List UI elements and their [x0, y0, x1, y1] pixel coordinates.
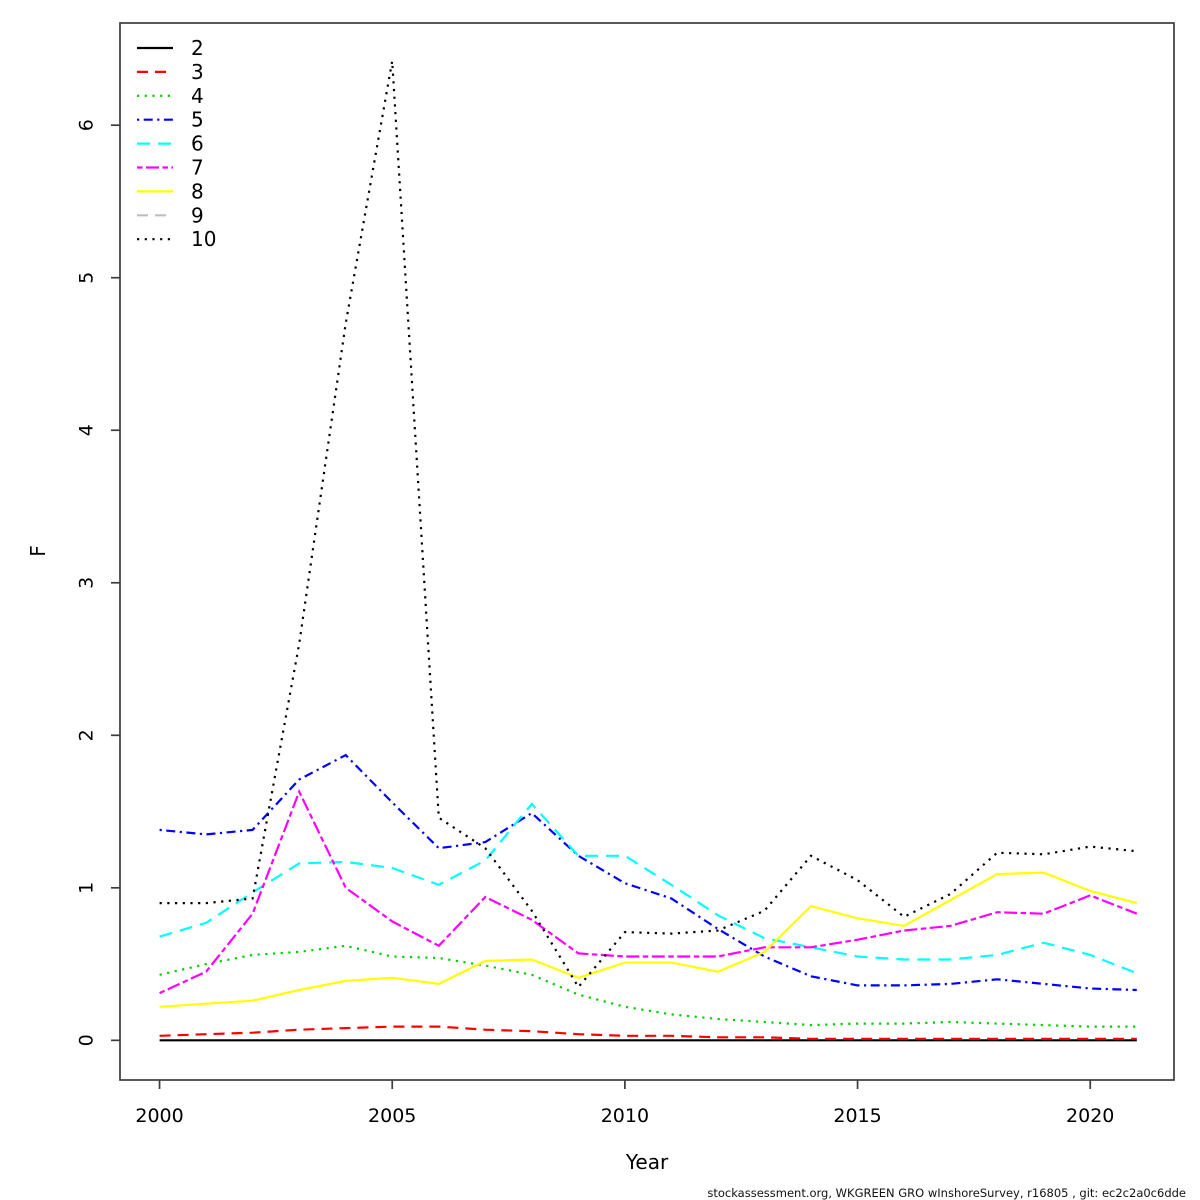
legend-label-9: 9 — [191, 203, 204, 227]
legend-label-4: 4 — [191, 84, 204, 108]
legend-label-6: 6 — [191, 132, 204, 156]
legend-label-3: 3 — [191, 60, 204, 84]
x-tick-label-2005: 2005 — [368, 1105, 416, 1127]
y-tick-label-0: 0 — [76, 1034, 98, 1046]
series-line-7 — [159, 788, 1138, 995]
y-tick-label-3: 3 — [76, 577, 98, 589]
footer-note: stockassessment.org, WKGREEN GRO wInshor… — [707, 1186, 1186, 1200]
legend-label-2: 2 — [191, 36, 204, 60]
y-axis-title: F — [26, 545, 50, 557]
x-tick-label-2020: 2020 — [1066, 1105, 1114, 1127]
x-axis-title: Year — [625, 1150, 669, 1174]
plot-box — [119, 22, 1175, 1081]
legend-label-5: 5 — [191, 108, 204, 132]
series-line-8 — [159, 871, 1138, 1008]
y-tick-label-5: 5 — [76, 272, 98, 284]
y-tick-label-2: 2 — [76, 729, 98, 741]
y-tick-label-1: 1 — [76, 882, 98, 894]
series-line-5 — [159, 753, 1137, 992]
y-tick-label-4: 4 — [76, 424, 98, 436]
legend-label-8: 8 — [191, 179, 204, 203]
x-tick-label-2010: 2010 — [601, 1105, 649, 1127]
series-line-4 — [159, 944, 1137, 1028]
series-line-6 — [159, 802, 1138, 975]
series-line-3 — [159, 1025, 1137, 1040]
legend-label-10: 10 — [191, 227, 216, 251]
legend-label-7: 7 — [191, 156, 204, 180]
y-tick-label-6: 6 — [76, 119, 98, 131]
x-tick-label-2000: 2000 — [135, 1105, 183, 1127]
series-line-10 — [159, 60, 1137, 989]
x-tick-label-2015: 2015 — [833, 1105, 881, 1127]
